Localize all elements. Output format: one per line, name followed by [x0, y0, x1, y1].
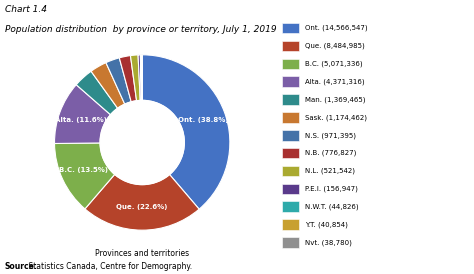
Wedge shape [91, 63, 125, 108]
Text: N.B. (776,827): N.B. (776,827) [305, 150, 356, 156]
Text: N.S. (971,395): N.S. (971,395) [305, 132, 356, 139]
Text: Statistics Canada, Centre for Demography.: Statistics Canada, Centre for Demography… [26, 262, 192, 271]
Wedge shape [85, 174, 199, 230]
Text: Que. (8,484,985): Que. (8,484,985) [305, 43, 365, 49]
Text: Provinces and territories: Provinces and territories [95, 249, 189, 258]
Wedge shape [130, 55, 140, 101]
Bar [282, 237, 299, 248]
Bar [282, 130, 299, 141]
Text: B.C. (5,071,336): B.C. (5,071,336) [305, 61, 363, 67]
Text: Alta. (4,371,316): Alta. (4,371,316) [305, 78, 365, 85]
Wedge shape [76, 71, 118, 115]
Bar [282, 166, 299, 176]
Wedge shape [55, 85, 110, 144]
Wedge shape [141, 55, 142, 100]
Text: Chart 1.4: Chart 1.4 [5, 5, 47, 15]
Text: Nvt. (38,780): Nvt. (38,780) [305, 239, 352, 246]
Text: Que. (22.6%): Que. (22.6%) [116, 204, 168, 210]
Bar [282, 219, 299, 230]
Text: Sask. (1,174,462): Sask. (1,174,462) [305, 114, 367, 121]
Text: N.L. (521,542): N.L. (521,542) [305, 168, 355, 174]
Wedge shape [140, 55, 142, 100]
Bar [282, 94, 299, 105]
Text: Man. (1,369,465): Man. (1,369,465) [305, 96, 365, 103]
Bar [282, 201, 299, 212]
Bar [282, 59, 299, 69]
Bar [282, 41, 299, 51]
Wedge shape [142, 55, 230, 209]
Text: Y.T. (40,854): Y.T. (40,854) [305, 221, 348, 228]
Bar [282, 112, 299, 123]
Text: Ont. (14,566,547): Ont. (14,566,547) [305, 25, 367, 31]
Text: Source:: Source: [5, 262, 38, 271]
Bar [282, 76, 299, 87]
Text: P.E.I. (156,947): P.E.I. (156,947) [305, 185, 358, 192]
Bar [282, 23, 299, 33]
Text: Ont. (38.8%): Ont. (38.8%) [178, 117, 228, 123]
Text: B.C. (13.5%): B.C. (13.5%) [59, 167, 108, 173]
Text: Alta. (11.6%): Alta. (11.6%) [55, 117, 107, 123]
Wedge shape [138, 55, 141, 101]
Wedge shape [106, 58, 131, 104]
Bar [282, 148, 299, 158]
Text: N.W.T. (44,826): N.W.T. (44,826) [305, 204, 358, 210]
Text: Population distribution  by province or territory, July 1, 2019: Population distribution by province or t… [5, 25, 276, 34]
Bar [282, 184, 299, 194]
Wedge shape [119, 56, 137, 102]
Wedge shape [55, 143, 115, 209]
Circle shape [100, 100, 184, 185]
